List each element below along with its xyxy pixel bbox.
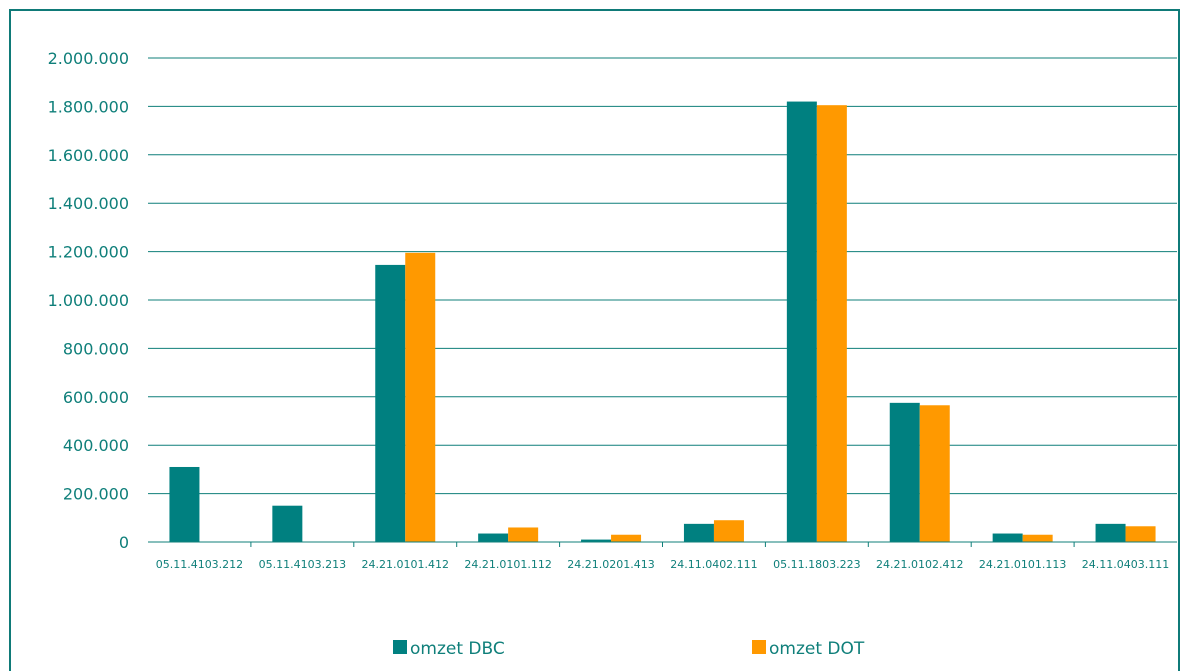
x-tick-label: 24.21.0102.412 — [876, 558, 963, 571]
x-tick-label: 24.21.0101.412 — [362, 558, 449, 571]
bar-dot — [1022, 534, 1053, 542]
y-tick-label: 200.000 — [63, 485, 129, 504]
bar-dbc — [169, 466, 200, 542]
bar-dbc — [683, 523, 714, 542]
bar-dbc — [375, 264, 406, 542]
bar-dot — [713, 520, 744, 542]
bar-dbc — [1095, 523, 1126, 542]
bar-dot — [1125, 526, 1156, 542]
x-tick-label: 05.11.4103.213 — [259, 558, 346, 571]
y-tick-label: 0 — [119, 533, 129, 552]
x-tick-label: 24.11.0403.111 — [1082, 558, 1169, 571]
legend-label-dbc: omzet DBC — [410, 639, 505, 659]
legend-swatch-dot — [752, 640, 766, 654]
x-tick-label: 05.11.1803.223 — [773, 558, 860, 571]
x-axis: 05.11.4103.212 05.11.4103.213 24.21.0101.4… — [148, 541, 1177, 571]
gridlines — [148, 57, 1177, 495]
bar-dot — [508, 527, 539, 542]
bar-dbc — [581, 539, 612, 542]
legend: omzet DBC omzet DOT — [393, 639, 865, 659]
x-tick-label: 24.21.0201.413 — [567, 558, 654, 571]
y-tick-label: 600.000 — [63, 388, 129, 407]
bar-dot — [919, 405, 950, 542]
bar-dbc — [786, 101, 817, 542]
legend-label-dot: omzet DOT — [769, 639, 865, 659]
bar-dot — [816, 105, 847, 542]
legend-swatch-dbc — [393, 640, 407, 654]
bar-dbc — [992, 533, 1023, 542]
x-tick-label: 24.21.0101.112 — [464, 558, 551, 571]
y-tick-label: 2.000.000 — [48, 49, 129, 68]
bar-dot — [405, 252, 436, 542]
y-tick-label: 1.000.000 — [48, 291, 129, 310]
bars — [169, 101, 1156, 542]
x-tick-label: 24.21.0101.113 — [979, 558, 1066, 571]
y-tick-label: 1.400.000 — [48, 194, 129, 213]
x-tick-label: 05.11.4103.212 — [156, 558, 243, 571]
y-tick-label: 1.600.000 — [48, 146, 129, 165]
bar-dot — [611, 534, 642, 542]
bar-dbc — [889, 402, 920, 542]
y-axis-ticks: 0 200.000 400.000 600.000 800.000 1.000.000 1.… — [48, 49, 129, 552]
chart-frame — [9, 9, 1180, 671]
y-tick-label: 800.000 — [63, 339, 129, 358]
bar-dbc — [478, 533, 509, 542]
y-tick-label: 1.200.000 — [48, 243, 129, 262]
x-tick-label: 24.11.0402.111 — [670, 558, 757, 571]
bar-dbc — [272, 505, 303, 542]
y-tick-label: 1.800.000 — [48, 97, 129, 116]
y-tick-label: 400.000 — [63, 436, 129, 455]
